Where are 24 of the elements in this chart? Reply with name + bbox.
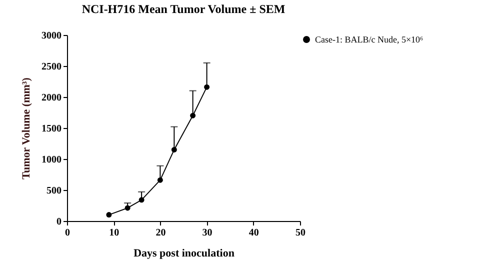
y-tick-label: 500: [46, 186, 62, 196]
y-axis-title: Tumor Volume (mm³): [20, 77, 32, 180]
chart-title: NCI-H716 Mean Tumor Volume ± SEM: [82, 2, 286, 16]
x-tick-label: 0: [65, 228, 70, 238]
y-tick-label: 1000: [42, 154, 62, 166]
x-tick-label: 50: [296, 228, 306, 238]
point: [106, 212, 112, 218]
x-axis-title: Days post inoculation: [134, 248, 234, 260]
x-tick-label: 30: [202, 228, 212, 238]
point: [157, 177, 163, 183]
y-tick-label: 1500: [42, 124, 62, 134]
point: [138, 197, 144, 203]
point: [171, 146, 177, 152]
legend-label: Case-1: BALB/c Nude, 5×10⁶: [315, 34, 424, 44]
point: [190, 112, 196, 118]
y-tick-label: 2500: [42, 62, 62, 72]
y-tick-label: 0: [56, 216, 62, 228]
point: [124, 205, 130, 211]
y-tick-label: 2000: [42, 92, 62, 104]
x-tick-label: 10: [109, 228, 120, 238]
x-tick-label: 20: [156, 228, 166, 238]
point: [204, 84, 210, 90]
x-tick-label: 40: [248, 228, 259, 238]
y-tick-label: 3000: [42, 30, 62, 42]
